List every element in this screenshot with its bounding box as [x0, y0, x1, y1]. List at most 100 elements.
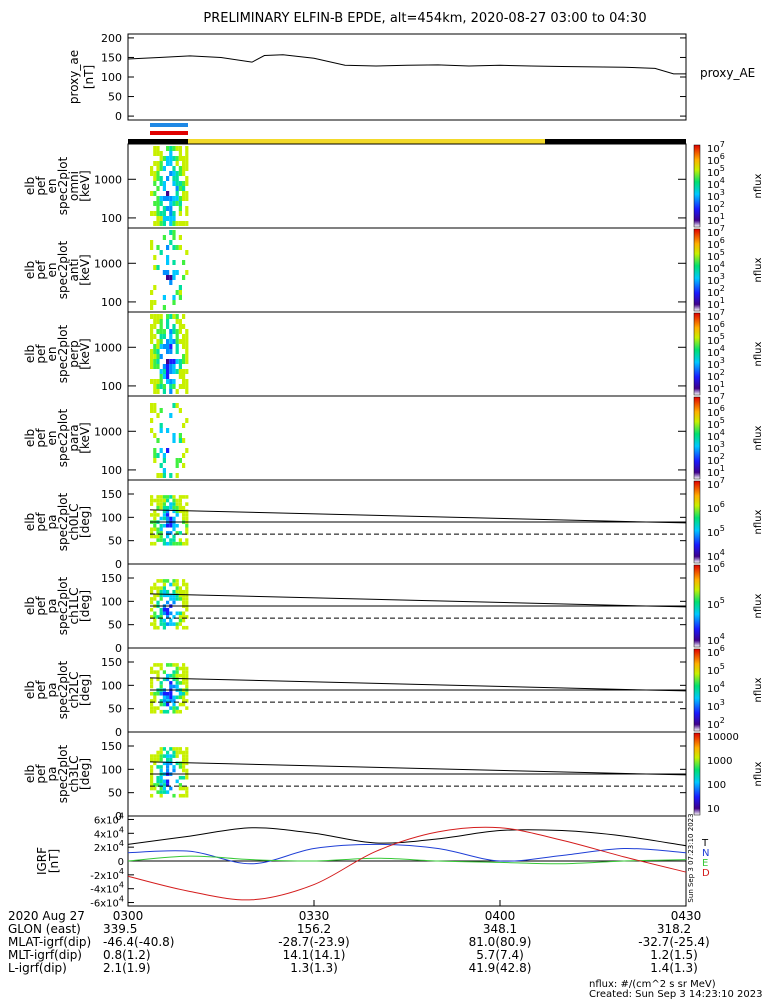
igrf-legend-T: T — [701, 838, 709, 849]
pa-ch3-heat-cell — [166, 750, 170, 755]
en-omni-ylabel: pef — [34, 176, 48, 196]
orbit-row-value: 318.2 — [657, 922, 691, 936]
en-anti-heat-cell — [150, 305, 154, 310]
en-omni-heat-cell — [159, 176, 163, 181]
pa-ch0-heat-cell — [178, 505, 182, 510]
en-perp-heat-cell — [156, 364, 160, 369]
pa-ch1-heat-cell — [178, 618, 182, 623]
pa-ch2-heat-cell — [150, 699, 154, 703]
pa-ch0-heat-cell — [175, 509, 179, 514]
pa-ch1-heat-cell — [153, 615, 157, 619]
en-anti-heat-cell — [172, 270, 176, 275]
pa-ch1-heat-cell — [150, 615, 154, 619]
pa-ch1-heat-cell — [162, 582, 166, 587]
en-perp-heat-cell — [153, 379, 157, 384]
pa-ch1-heat-cell — [166, 600, 170, 605]
en-para-colorbar-tick: 103 — [707, 440, 725, 455]
en-para-heat-cell — [153, 433, 157, 438]
en-omni-heat-cell — [153, 221, 157, 226]
en-anti-heat-cell — [153, 300, 157, 305]
pa-ch0-heat-cell — [178, 541, 182, 546]
en-omni-heat-cell — [172, 156, 176, 161]
en-perp-heat-cell — [175, 329, 179, 334]
en-para-heat-cell — [162, 453, 166, 458]
en-anti-heat-cell — [150, 290, 154, 295]
en-omni-heat-cell — [178, 211, 182, 216]
en-omni-heat-cell — [169, 216, 173, 221]
en-perp-heat-cell — [185, 344, 189, 349]
en-perp-heat-cell — [175, 344, 179, 349]
en-perp-heat-cell — [162, 389, 166, 394]
pa-ch0-heat-cell — [178, 502, 182, 506]
en-omni-heat-cell — [153, 146, 157, 151]
en-omni-heat-cell — [172, 176, 176, 181]
en-perp-heat-cell — [169, 369, 173, 374]
en-perp-heat-cell — [156, 359, 160, 364]
pa-ch1-heat-cell — [172, 582, 176, 587]
en-omni-heat-cell — [178, 201, 182, 206]
pa-ch1-heat-cell — [178, 622, 182, 626]
en-omni-heat-cell — [169, 151, 173, 156]
en-perp-heat-cell — [169, 314, 173, 319]
en-para-heat-cell — [162, 458, 166, 463]
en-perp-heat-cell — [162, 334, 166, 339]
en-para-heat-cell — [169, 413, 173, 418]
pa-ch1-heat-cell — [175, 622, 179, 626]
pa-ch3-heat-cell — [159, 786, 163, 791]
pa-ch1-heat-cell — [169, 618, 173, 623]
pa-ch1-colorbar-label: nflux — [753, 593, 764, 618]
pa-ch1-heatmap — [150, 579, 189, 630]
pa-ch1-heat-cell — [172, 597, 176, 601]
pa-ch2-heat-cell — [175, 666, 179, 671]
pa-ch2-heat-cell — [172, 677, 176, 682]
igrf-series-T — [127, 827, 687, 847]
en-anti-colorbar-tick: 103 — [707, 272, 725, 287]
en-omni-heat-cell — [166, 146, 170, 151]
en-perp-heat-cell — [156, 354, 160, 359]
pa-ch2-heat-cell — [166, 709, 170, 714]
pa-ch0-heat-cell — [175, 531, 179, 535]
pa-ch0-heat-cell — [156, 502, 160, 506]
en-para-heat-cell — [172, 433, 176, 438]
pa-ch2-ylabel: [deg] — [78, 674, 92, 706]
pa-ch0-heat-cell — [162, 495, 166, 499]
en-anti-heat-cell — [172, 245, 176, 250]
pa-ch2-heat-cell — [172, 673, 176, 678]
en-omni-heat-cell — [185, 176, 189, 181]
pa-ch3-heat-cell — [178, 750, 182, 755]
ae-ytick-label: 100 — [101, 71, 122, 84]
pa-ch3-heat-cell — [150, 783, 154, 787]
en-omni-heat-cell — [159, 201, 163, 206]
pa-ch3-heat-cell — [178, 761, 182, 766]
pa-ch2-heat-cell — [178, 691, 182, 696]
pa-ch0-loss-cone-line — [149, 509, 687, 524]
en-perp-heat-cell — [166, 314, 170, 319]
pa-ch1-heat-cell — [166, 615, 170, 619]
en-anti-heat-cell — [185, 250, 189, 255]
pa-ch1-heat-cell — [178, 597, 182, 601]
pa-ch3-heat-cell — [169, 754, 173, 758]
en-perp-heat-cell — [175, 319, 179, 324]
pa-ch2-loss-cone-line — [149, 677, 687, 692]
pa-ch2-heat-cell — [162, 695, 166, 700]
en-perp-heat-cell — [156, 389, 160, 394]
en-para-heat-cell — [153, 458, 157, 463]
en-anti-colorbar-label: nflux — [753, 257, 764, 282]
en-omni-ylabel: omni — [67, 171, 81, 201]
pa-ch0-ytick-label: 150 — [101, 488, 122, 501]
pa-ch1-heat-cell — [159, 593, 163, 598]
pa-ch2-heat-cell — [166, 691, 170, 696]
pa-ch0-heat-cell — [172, 502, 176, 506]
pa-ch2-ytick-label: 150 — [101, 656, 122, 669]
en-perp-ylabel: pef — [34, 344, 48, 364]
pa-ch3-heat-cell — [182, 768, 186, 773]
en-omni-heat-cell — [166, 196, 170, 201]
pa-ch1-heat-cell — [162, 586, 166, 590]
created-note: Created: Sun Sep 3 14:23:10 2023 — [589, 989, 762, 1000]
pa-ch2-heat-cell — [153, 695, 157, 700]
en-perp-panel-frame — [127, 311, 687, 397]
pa-ch0-ylabel: spec2plot — [56, 492, 70, 551]
pa-ch3-heat-cell — [169, 761, 173, 766]
pa-ch0-heat-cell — [156, 527, 160, 532]
en-anti-heat-cell — [153, 255, 157, 260]
